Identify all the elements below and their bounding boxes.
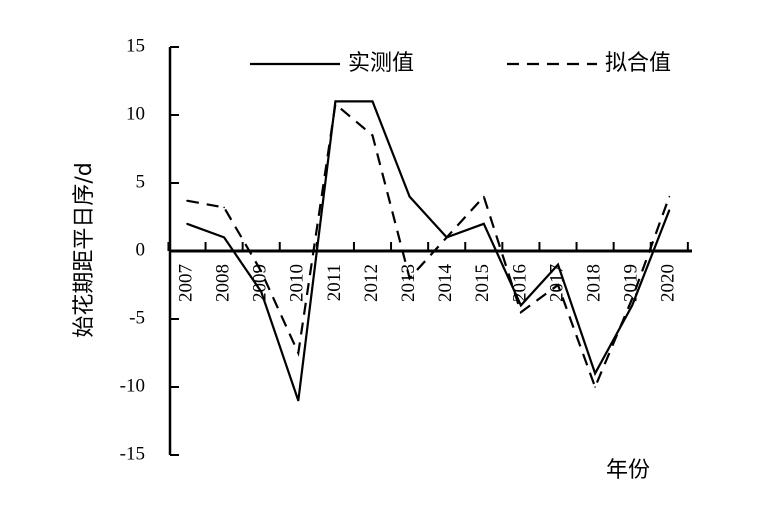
data-point (371, 134, 374, 137)
x-tick-label: 2009 (250, 264, 271, 302)
data-point (557, 284, 559, 286)
legend: 实测值 拟合值 (250, 51, 671, 76)
legend-label-1: 实测值 (348, 51, 414, 76)
y-axis-title: 始花期距平日序/d (72, 162, 97, 337)
data-point (520, 311, 522, 314)
series-line-1 (186, 100, 671, 401)
data-point (631, 304, 633, 307)
data-point (445, 236, 448, 239)
data-point (297, 352, 300, 354)
y-tick-label: -5 (129, 307, 145, 328)
data-point (223, 206, 225, 209)
x-tick-label: 2018 (583, 264, 604, 302)
series-group (186, 100, 671, 402)
x-tick-label: 2007 (175, 264, 196, 302)
y-tick-label: 5 (136, 171, 146, 192)
data-point (186, 199, 188, 202)
data-point (408, 195, 411, 198)
x-tick-label: 2010 (287, 264, 308, 302)
y-tick-label: -10 (120, 375, 145, 396)
x-tick-label: 2012 (361, 264, 382, 302)
data-point (297, 399, 300, 402)
data-point (557, 263, 559, 266)
data-point (594, 386, 596, 388)
legend-label-2: 拟合值 (605, 51, 671, 76)
y-tick-label: -15 (120, 443, 145, 464)
x-tick-label: 2013 (398, 264, 419, 302)
data-point (668, 209, 671, 211)
data-point (483, 195, 485, 198)
data-point (631, 297, 633, 300)
series-line-2 (186, 102, 671, 391)
x-tick-label: 2014 (435, 264, 456, 303)
data-point (520, 304, 522, 307)
x-tick-label: 2011 (324, 264, 345, 301)
data-point (260, 291, 263, 293)
x-axis-title: 年份 (606, 458, 650, 483)
data-point (483, 223, 485, 225)
x-tick-label: 2015 (472, 264, 493, 302)
data-point (334, 103, 337, 105)
x-tick-label: 2020 (658, 264, 679, 302)
data-point (260, 270, 263, 273)
data-point (223, 236, 225, 239)
data-point (594, 372, 596, 375)
axes: 15 10 5 0 -5 -10 -15 2007 2008 2009 2010 2011 2012 20… (120, 35, 692, 464)
y-tick-label: 10 (126, 103, 145, 124)
x-tick-label: 2008 (212, 264, 233, 302)
data-point (668, 195, 671, 198)
data-point (371, 100, 374, 103)
data-point (334, 100, 337, 103)
data-point (408, 277, 411, 280)
y-tick-label: 15 (126, 35, 145, 56)
data-point (186, 223, 188, 225)
y-tick-label: 0 (136, 239, 146, 260)
